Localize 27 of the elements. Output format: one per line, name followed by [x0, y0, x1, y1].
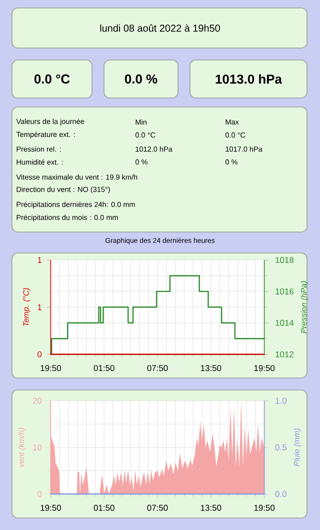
- y-tick-label: 10: [33, 444, 42, 450]
- x-tick-label: 19:50: [40, 365, 61, 372]
- x-tick-label: 07:50: [147, 504, 168, 511]
- y-tick-label: 20: [32, 398, 42, 404]
- y-tick-label: 1: [38, 257, 42, 263]
- x-tick-label: 19:50: [254, 365, 275, 372]
- x-tick-label: 19:50: [40, 504, 61, 511]
- y2-tick-label: 1.0: [276, 398, 287, 404]
- y2-tick-label: 0.5: [275, 444, 286, 450]
- text: 0.0 %: [124, 74, 158, 84]
- y2-tick-label: 1016: [276, 288, 294, 294]
- y2-tick-label: 1014: [276, 320, 294, 326]
- y2-tick-label: 1018: [276, 257, 294, 263]
- y-tick-label: 1: [38, 304, 42, 310]
- x-tick-label: 13:50: [200, 504, 222, 511]
- text: 0.0 °C: [34, 74, 70, 84]
- x-tick-label: 19:50: [254, 504, 275, 511]
- text: lundi 08 août 2022 à 19h50: [100, 24, 220, 32]
- y2-tick-label: 1012: [276, 351, 294, 358]
- x-tick-label: 01:50: [94, 365, 114, 372]
- y-tick-label: 0: [38, 491, 42, 497]
- y2-tick-label: 0.0: [275, 491, 287, 497]
- x-tick-label: 07:50: [147, 365, 168, 372]
- x-tick-label: 01:50: [94, 504, 114, 511]
- text: 1013.0 hPa: [216, 74, 282, 84]
- y-tick-label: 0: [38, 351, 42, 358]
- x-tick-label: 13:50: [200, 365, 222, 372]
